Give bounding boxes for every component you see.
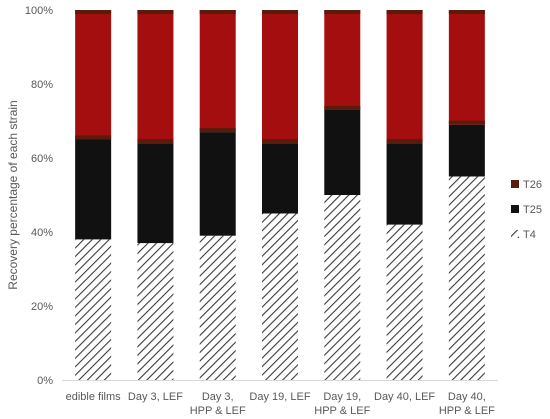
- y-tick-label: 100%: [25, 5, 53, 17]
- y-axis-title: Recovery percentage of each strain: [6, 100, 20, 289]
- y-tick-label: 20%: [31, 301, 53, 313]
- bar-segment-t26: [262, 10, 298, 144]
- bar-segment-edge: [262, 139, 298, 144]
- bar-segment-t25: [199, 132, 236, 236]
- x-tick-label: Day 3, LEF: [128, 391, 183, 403]
- x-tick-label: edible films: [66, 391, 122, 403]
- x-tick-labels: edible films Day 3, LEF Day 3, HPP & LEFDay…: [66, 391, 496, 417]
- bar-segment-t4: [199, 235, 236, 380]
- bar-segment-t25: [75, 139, 112, 240]
- bar-segment-cap: [137, 10, 174, 14]
- y-tick-label: 80%: [31, 79, 53, 91]
- bar-segment-t26: [386, 10, 423, 144]
- y-tick-label: 0%: [37, 375, 53, 387]
- legend-label-t26: T26: [523, 179, 542, 191]
- x-tick-label: Day 3, HPP & LEF: [190, 391, 246, 417]
- bar-segment-edge: [137, 139, 174, 144]
- bar-segment-cap: [386, 10, 423, 14]
- x-tick-label: Day 19, HPP & LEF: [314, 391, 370, 417]
- bar-segment-edge: [75, 135, 112, 140]
- legend-swatch-t4: [511, 230, 519, 238]
- x-tick-label: Day 19, LEF: [249, 391, 310, 403]
- bar-segment-edge: [324, 105, 361, 110]
- x-tick-label: Day 40, HPP & LEF: [439, 391, 495, 417]
- legend-label-t25: T25: [523, 204, 542, 216]
- bar-segment-edge: [448, 120, 485, 125]
- legend: T26 T25 T4: [511, 179, 542, 241]
- bar-segment-t26: [75, 10, 112, 140]
- bar-segment-edge: [386, 139, 423, 144]
- bar-segment-t25: [448, 124, 485, 177]
- legend-label-t4: T4: [523, 229, 536, 241]
- bar-segment-t26: [324, 10, 361, 110]
- bar-segment-cap: [324, 10, 361, 14]
- bar-segment-t4: [137, 243, 174, 380]
- y-axis-title-group: Recovery percentage of each strain: [6, 100, 20, 289]
- bar-segment-cap: [262, 10, 298, 14]
- bar-segment-cap: [448, 10, 485, 14]
- y-tick-label: 40%: [31, 227, 53, 239]
- bar-segment-cap: [199, 10, 236, 14]
- y-axis: 0% 20% 40% 60% 80% 100%: [25, 5, 53, 387]
- bar-segment-t25: [137, 143, 174, 244]
- y-tick-label: 60%: [31, 153, 53, 165]
- bar-segment-t26: [199, 10, 236, 133]
- bar-segment-edge: [199, 128, 236, 133]
- bar-segment-t4: [262, 213, 298, 380]
- bar-segment-t25: [386, 143, 423, 225]
- bar-segment-t26: [137, 10, 174, 144]
- bar-segment-t4: [386, 224, 423, 380]
- bar-segment-t25: [324, 109, 361, 195]
- legend-swatch-t25: [511, 205, 519, 213]
- bar-segment-cap: [75, 10, 112, 14]
- bar-segment-t25: [262, 143, 298, 214]
- legend-swatch-t26: [511, 180, 519, 188]
- bar-segment-t4: [448, 176, 485, 380]
- bar-segment-t4: [324, 195, 361, 380]
- bars: [75, 10, 485, 380]
- x-tick-label: Day 40, LEF: [374, 391, 435, 403]
- bar-segment-t26: [448, 10, 485, 125]
- bar-segment-t4: [75, 239, 112, 380]
